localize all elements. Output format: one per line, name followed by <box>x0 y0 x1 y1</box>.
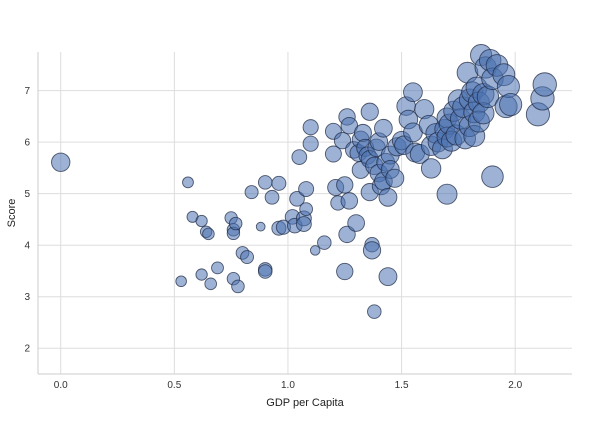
scatter-point <box>176 276 187 287</box>
scatter-point <box>375 119 393 137</box>
scatter-point <box>337 263 353 279</box>
scatter-point <box>341 193 358 210</box>
scatter-point <box>303 136 318 151</box>
x-tick-label: 0.5 <box>167 380 181 391</box>
scatter-point <box>205 278 217 290</box>
scatter-point <box>232 280 245 293</box>
scatter-point <box>245 186 258 199</box>
scatter-point <box>258 265 272 279</box>
scatter-point <box>258 176 272 190</box>
x-tick-label: 0.0 <box>54 380 68 391</box>
scatter-point <box>379 188 397 206</box>
scatter-point <box>300 203 313 216</box>
x-tick-label: 2.0 <box>508 380 522 391</box>
scatter-point <box>318 236 332 250</box>
x-axis-title: GDP per Capita <box>266 397 344 409</box>
scatter-point <box>386 169 404 187</box>
y-tick-label: 7 <box>24 86 30 97</box>
scatter-point <box>437 184 457 204</box>
scatter-point <box>533 73 556 96</box>
scatter-point <box>272 176 286 190</box>
scatter-point <box>348 215 365 232</box>
y-tick-label: 5 <box>24 189 30 200</box>
scatter-point <box>183 177 194 188</box>
scatter-point <box>292 150 307 165</box>
x-tick-label: 1.5 <box>395 380 409 391</box>
y-tick-label: 6 <box>24 138 30 149</box>
scatter-point <box>361 103 378 120</box>
scatter-point <box>482 166 504 188</box>
scatter-point <box>299 182 314 197</box>
y-tick-label: 3 <box>24 292 30 303</box>
scatter-point <box>265 190 279 204</box>
scatter-point <box>52 153 70 171</box>
scatter-point <box>404 83 423 102</box>
scatter-point <box>196 269 207 280</box>
scatter-point <box>203 228 215 240</box>
scatter-point <box>303 120 318 135</box>
scatter-point <box>363 242 380 259</box>
y-tick-label: 4 <box>24 241 30 252</box>
data-points <box>52 44 557 318</box>
scatter-point <box>241 251 254 264</box>
scatter-point <box>500 93 522 115</box>
y-axis-title: Score <box>6 199 18 228</box>
scatter-point <box>337 177 353 193</box>
scatter-point <box>296 217 311 232</box>
y-tick-label: 2 <box>24 344 30 355</box>
scatter-point <box>421 159 440 178</box>
scatter-point <box>379 268 397 286</box>
scatter-point <box>212 262 224 274</box>
x-tick-label: 1.0 <box>281 380 295 391</box>
scatter-point <box>354 124 371 141</box>
scatter-point <box>368 305 382 319</box>
scatter-point <box>256 222 265 231</box>
scatter-point <box>229 217 242 230</box>
scatter-point <box>196 215 207 226</box>
